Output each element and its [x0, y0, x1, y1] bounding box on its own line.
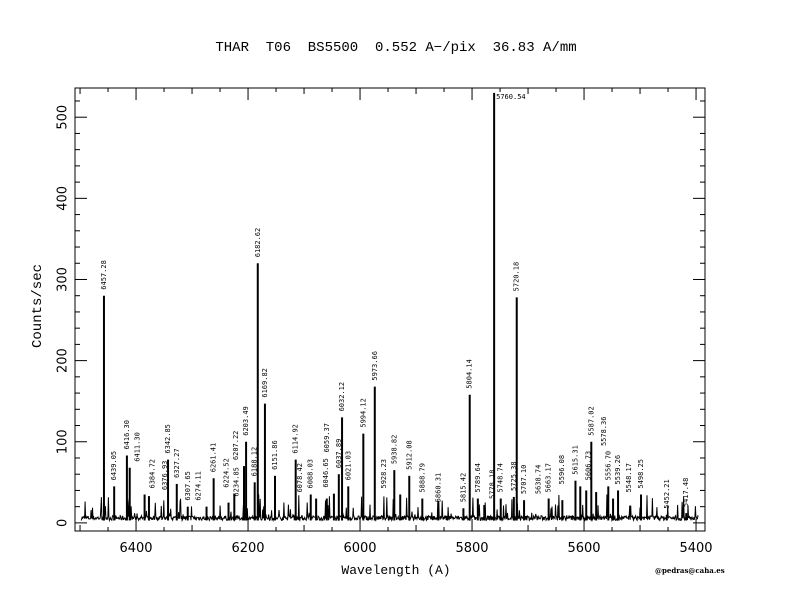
line-label: 6439.05	[110, 451, 118, 481]
line-label: 5815.42	[459, 473, 467, 503]
y-tick-label: 200	[56, 348, 71, 373]
line-label: 5928.23	[380, 459, 388, 489]
line-label: 5748.74	[497, 463, 505, 493]
line-label: 6046.65	[322, 458, 330, 488]
line-label: 5606.73	[584, 451, 592, 481]
credit-text: @pedras@caha.es	[655, 566, 725, 575]
line-label: 5888.79	[418, 463, 426, 493]
x-tick-label: 5400	[679, 541, 712, 556]
line-label: 5615.31	[571, 445, 579, 475]
line-label: 5596.08	[558, 455, 566, 485]
line-label: 6261.41	[210, 443, 218, 473]
line-label: 5638.74	[534, 465, 542, 495]
line-label: 5912.08	[405, 440, 413, 470]
chart-title: THAR T06 BS5500 0.552 A−/pix 36.83 A/mm	[215, 40, 577, 56]
x-tick-label: 6200	[231, 541, 264, 556]
line-label: 6037.89	[335, 439, 343, 469]
line-label: 5760.54	[496, 93, 526, 101]
line-label: 5663.17	[545, 463, 553, 493]
line-label: 6457.28	[100, 260, 108, 290]
line-label: 6274.11	[195, 471, 203, 501]
line-label: 6224.52	[222, 458, 230, 488]
x-tick-label: 6400	[119, 541, 152, 556]
y-tick-label: 0	[56, 519, 71, 527]
line-label: 6342.85	[164, 424, 172, 454]
line-label: 5720.18	[513, 262, 521, 292]
line-label: 6411.30	[134, 432, 142, 462]
line-label: 6032.12	[338, 382, 346, 412]
line-label: 5548.17	[625, 463, 633, 493]
x-tick-label: 5600	[567, 541, 600, 556]
line-label: 5417.48	[682, 478, 690, 508]
line-label: 6088.03	[307, 459, 315, 489]
line-label: 5587.02	[587, 406, 595, 436]
line-label: 6151.86	[271, 440, 279, 470]
line-label: 5938.82	[390, 435, 398, 465]
line-label: 5778.18	[488, 470, 496, 500]
x-axis-label: Wavelength (A)	[341, 563, 451, 578]
line-label: 5556.70	[604, 451, 612, 481]
line-label: 6182.62	[254, 228, 262, 258]
line-label: 6169.82	[261, 368, 269, 398]
line-label: 6114.92	[292, 424, 300, 454]
line-label: 6416.30	[123, 420, 131, 450]
y-tick-label: 500	[56, 105, 71, 130]
line-label: 6078.42	[296, 463, 304, 493]
line-label: 6384.72	[149, 459, 157, 489]
line-label: 5539.26	[614, 455, 622, 485]
line-label: 5860.31	[434, 473, 442, 503]
line-label: 5452.21	[663, 479, 671, 509]
line-label: 5994.12	[359, 398, 367, 428]
line-label: 6234.85	[233, 467, 241, 497]
line-label: 6203.49	[242, 406, 250, 436]
line-label: 6188.12	[251, 447, 259, 477]
spectrum-trace	[80, 494, 699, 523]
plot-frame	[74, 87, 706, 532]
line-label: 6021.03	[344, 451, 352, 481]
x-tick-label: 5800	[455, 541, 488, 556]
line-label: 6059.37	[323, 423, 331, 453]
y-tick-label: 100	[56, 429, 71, 454]
line-label: 5707.10	[520, 465, 528, 495]
line-label: 5973.66	[371, 351, 379, 381]
line-label: 6207.22	[232, 431, 240, 461]
y-tick-label: 300	[56, 267, 71, 292]
line-label: 5725.38	[510, 461, 518, 491]
line-label: 6376.93	[161, 461, 169, 491]
line-label: 6307.65	[184, 471, 192, 501]
line-label: 5578.36	[600, 417, 608, 447]
line-label: 5804.14	[466, 359, 474, 389]
x-tick-label: 6000	[343, 541, 376, 556]
line-label: 5789.64	[474, 463, 482, 493]
line-label: 6327.27	[173, 448, 181, 478]
line-label: 5498.25	[637, 459, 645, 489]
y-tick-label: 400	[56, 186, 71, 211]
